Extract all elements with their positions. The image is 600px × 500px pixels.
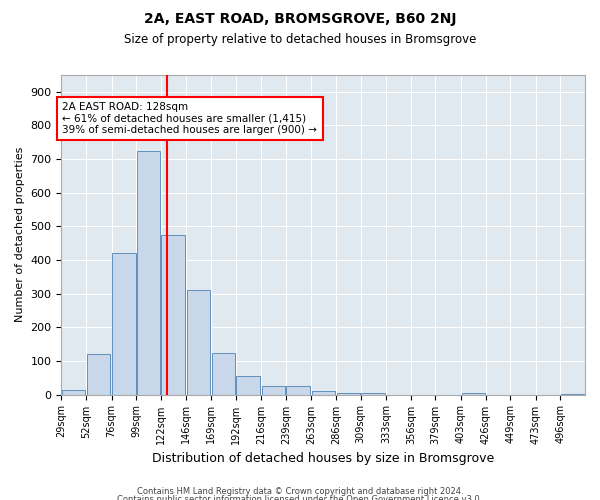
Text: Contains HM Land Registry data © Crown copyright and database right 2024.: Contains HM Land Registry data © Crown c…: [137, 488, 463, 496]
Bar: [187, 290, 211, 395]
Bar: [86, 354, 110, 395]
Bar: [137, 150, 160, 394]
Bar: [361, 393, 385, 394]
Text: 2A EAST ROAD: 128sqm
← 61% of detached houses are smaller (1,415)
39% of semi-de: 2A EAST ROAD: 128sqm ← 61% of detached h…: [62, 102, 317, 135]
Bar: [286, 386, 310, 394]
Bar: [212, 352, 235, 395]
Bar: [236, 376, 260, 394]
Y-axis label: Number of detached properties: Number of detached properties: [15, 147, 25, 322]
Bar: [312, 391, 335, 394]
X-axis label: Distribution of detached houses by size in Bromsgrove: Distribution of detached houses by size …: [152, 452, 494, 465]
Text: Size of property relative to detached houses in Bromsgrove: Size of property relative to detached ho…: [124, 32, 476, 46]
Bar: [112, 254, 136, 394]
Bar: [262, 386, 285, 394]
Text: Contains public sector information licensed under the Open Government Licence v3: Contains public sector information licen…: [118, 495, 482, 500]
Bar: [62, 390, 85, 394]
Text: 2A, EAST ROAD, BROMSGROVE, B60 2NJ: 2A, EAST ROAD, BROMSGROVE, B60 2NJ: [144, 12, 456, 26]
Bar: [337, 393, 360, 394]
Bar: [161, 235, 185, 394]
Bar: [461, 393, 485, 394]
